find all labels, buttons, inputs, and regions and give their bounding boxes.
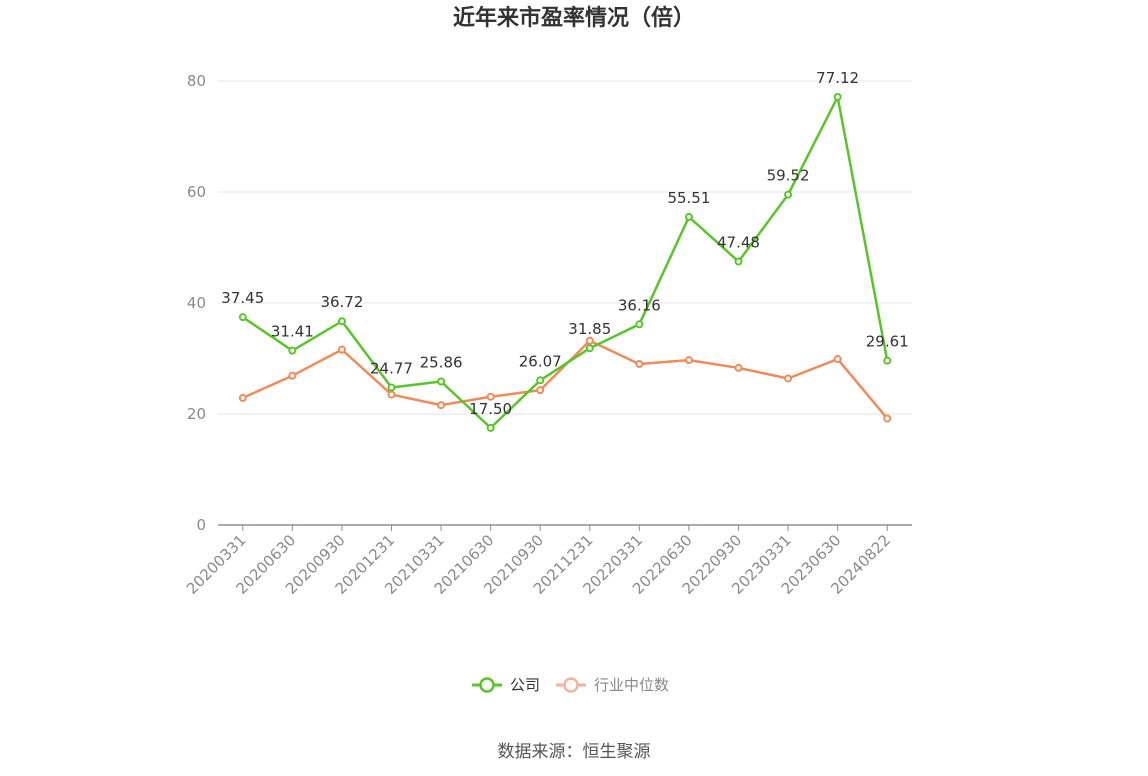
data-point[interactable] xyxy=(635,320,644,329)
y-tick-label: 80 xyxy=(187,72,206,90)
y-tick-label: 40 xyxy=(187,294,206,312)
data-label: 55.51 xyxy=(667,189,710,207)
data-label: 36.72 xyxy=(320,293,363,311)
data-point[interactable] xyxy=(883,356,892,365)
data-point[interactable] xyxy=(337,317,346,326)
data-point[interactable] xyxy=(585,336,594,345)
data-point[interactable] xyxy=(734,363,743,372)
data-point[interactable] xyxy=(387,383,396,392)
data-point[interactable] xyxy=(784,190,793,199)
data-label: 26.07 xyxy=(519,352,562,370)
source-note: 数据来源：恒生聚源 xyxy=(498,742,651,762)
data-point[interactable] xyxy=(288,346,297,355)
data-point[interactable] xyxy=(238,393,247,402)
data-point[interactable] xyxy=(833,92,842,101)
legend-item-1[interactable]: 行业中位数 xyxy=(556,676,669,694)
data-point[interactable] xyxy=(684,212,693,221)
data-label: 17.50 xyxy=(469,400,512,418)
data-point[interactable] xyxy=(585,344,594,353)
legend-swatch-marker xyxy=(563,677,579,693)
data-labels: 37.45 31.41 36.72 24.77 25.86 17.50 26.07 31.85… xyxy=(221,69,908,418)
data-label: 25.86 xyxy=(420,353,463,371)
data-point[interactable] xyxy=(337,345,346,354)
data-label: 59.52 xyxy=(767,167,810,185)
data-label: 37.45 xyxy=(221,289,264,307)
data-label: 31.85 xyxy=(568,320,611,338)
legend-item-0[interactable]: 公司 xyxy=(472,676,540,694)
data-point[interactable] xyxy=(883,414,892,423)
data-label: 29.61 xyxy=(866,333,909,351)
data-label: 47.48 xyxy=(717,233,760,251)
data-point[interactable] xyxy=(536,376,545,385)
data-point[interactable] xyxy=(288,371,297,380)
data-label: 24.77 xyxy=(370,360,413,378)
chart-title: 近年来市盈率情况（倍） xyxy=(453,5,695,31)
series-lines xyxy=(238,92,892,432)
data-point[interactable] xyxy=(387,390,396,399)
data-point[interactable] xyxy=(684,356,693,365)
y-tick-label: 0 xyxy=(196,516,206,534)
data-point[interactable] xyxy=(486,392,495,401)
series-line-0 xyxy=(242,95,889,430)
legend[interactable]: 公司 行业中位数 xyxy=(472,676,669,694)
legend-label: 行业中位数 xyxy=(594,676,669,694)
data-point[interactable] xyxy=(635,360,644,369)
data-label: 31.41 xyxy=(271,323,314,341)
y-tick-label: 20 xyxy=(187,405,206,423)
data-point[interactable] xyxy=(238,313,247,322)
data-point[interactable] xyxy=(437,377,446,386)
data-point[interactable] xyxy=(486,423,495,432)
grid-lines xyxy=(218,80,912,415)
data-point[interactable] xyxy=(833,355,842,364)
data-point[interactable] xyxy=(437,401,446,410)
legend-label: 公司 xyxy=(510,676,540,694)
data-label: 77.12 xyxy=(816,69,859,87)
legend-swatch-marker xyxy=(479,677,495,693)
y-tick-label: 60 xyxy=(187,183,206,201)
data-point[interactable] xyxy=(784,374,793,383)
data-point[interactable] xyxy=(536,386,545,395)
data-point[interactable] xyxy=(734,257,743,266)
data-label: 36.16 xyxy=(618,296,661,314)
